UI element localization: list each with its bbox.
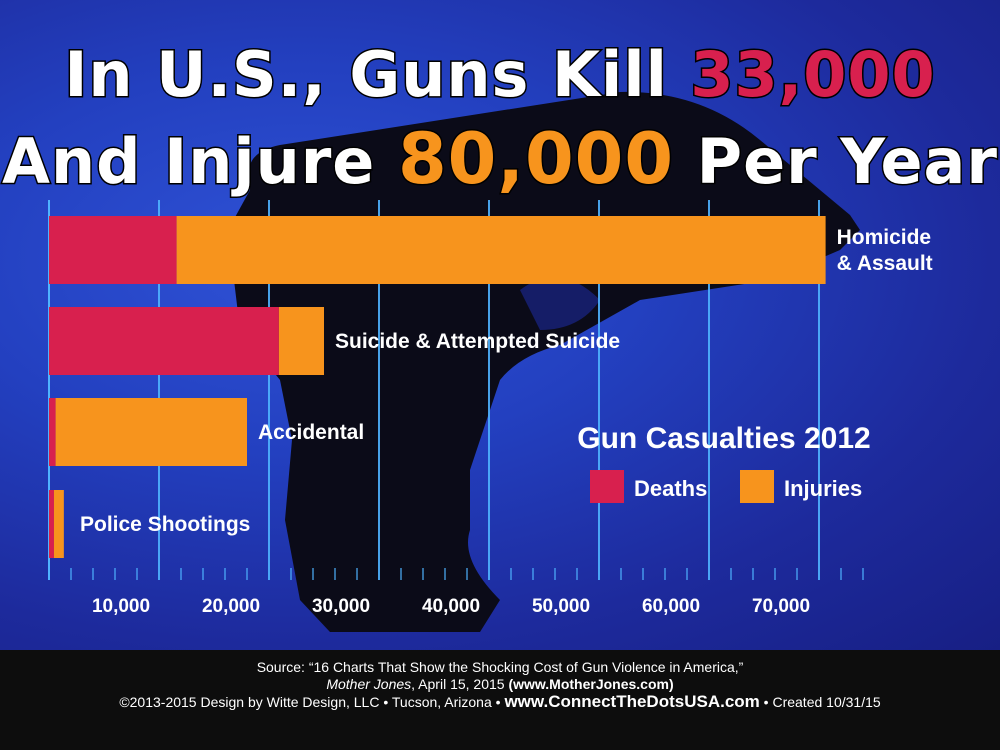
category-label: Homicide & Assault	[837, 226, 933, 275]
x-tick-label: 20,000	[202, 596, 260, 617]
x-tick-label: 50,000	[532, 596, 590, 617]
bar-deaths-3	[49, 490, 54, 558]
headline-line-2: And Injure 80,000 Per Year	[1, 117, 999, 202]
category-label: Accidental	[258, 421, 364, 444]
casualties-bar-chart: 10,000 20,000 30,000 40,000 50,000 60,000 70,0…	[48, 200, 933, 617]
bar-deaths-0	[49, 216, 177, 284]
legend-swatch-deaths	[590, 470, 624, 503]
site-link[interactable]: www.ConnectTheDotsUSA.com	[504, 692, 760, 711]
infographic-canvas: In U.S., Guns Kill 33,000 And Injure 80,…	[0, 0, 1000, 650]
category-label: Suicide & Attempted Suicide	[335, 330, 620, 353]
publication-line: Mother Jones, April 15, 2015 (www.Mother…	[326, 676, 674, 692]
x-tick-label: 30,000	[312, 596, 370, 617]
publication-name: Mother Jones	[326, 676, 412, 692]
legend-label-deaths: Deaths	[634, 476, 707, 501]
mother-jones-link[interactable]: (www.MotherJones.com)	[508, 676, 674, 692]
deaths-headline-number: 33,000	[689, 37, 936, 113]
bar-deaths-2	[49, 398, 56, 466]
category-label: Police Shootings	[80, 513, 250, 536]
credit-line: ©2013-2015 Design by Witte Design, LLC •…	[119, 692, 881, 711]
x-tick-label: 10,000	[92, 596, 150, 617]
x-tick-label: 70,000	[752, 596, 810, 617]
legend-swatch-injuries	[740, 470, 774, 503]
legend-label-injuries: Injuries	[784, 476, 862, 501]
headline-line-1: In U.S., Guns Kill 33,000	[63, 37, 936, 113]
footer: Source: “16 Charts That Show the Shockin…	[0, 650, 1000, 750]
bar-injuries-1	[278, 307, 324, 375]
x-tick-label: 60,000	[642, 596, 700, 617]
injuries-headline-number: 80,000	[396, 117, 675, 202]
bar-injuries-3	[53, 490, 64, 558]
source-line: Source: “16 Charts That Show the Shockin…	[256, 659, 744, 675]
legend-title: Gun Casualties 2012	[577, 422, 870, 455]
x-tick-label: 40,000	[422, 596, 480, 617]
bar-deaths-1	[49, 307, 279, 375]
bar-injuries-0	[176, 216, 826, 284]
bar-injuries-2	[55, 398, 247, 466]
